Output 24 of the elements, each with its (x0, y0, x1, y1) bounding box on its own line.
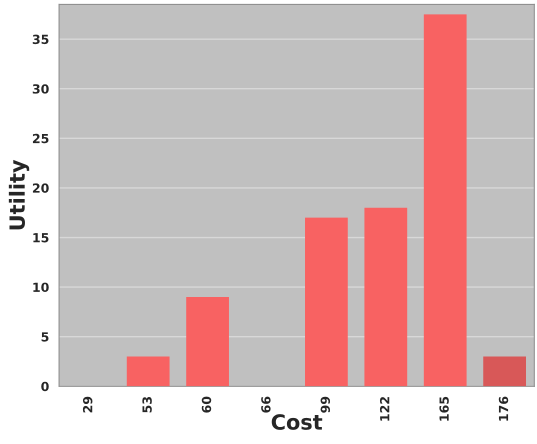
y-tick-label: 20 (32, 183, 49, 193)
x-tick-label: 66 (261, 396, 271, 413)
x-tick-label: 122 (380, 397, 390, 421)
y-tick-label: 5 (42, 332, 48, 342)
y-tick-label: 35 (32, 34, 48, 44)
x-axis-title: Cost (272, 414, 322, 430)
y-tick-label: 0 (41, 382, 49, 392)
bar (305, 218, 348, 386)
bar (364, 208, 408, 386)
x-tick-label: 176 (498, 396, 508, 421)
x-tick-label: 29 (82, 396, 92, 412)
bar (424, 14, 467, 386)
y-tick-label: 15 (33, 233, 48, 242)
bar (483, 356, 526, 386)
y-tick-label: 25 (32, 134, 48, 144)
x-tick-label: 165 (439, 396, 449, 421)
bar (186, 297, 229, 386)
y-tick-label: 30 (32, 84, 49, 94)
y-axis-title: Utility (8, 160, 30, 230)
bar (126, 356, 170, 386)
x-tick-label: 60 (202, 396, 212, 413)
x-tick-label: 53 (142, 396, 152, 412)
y-tick-label: 10 (33, 282, 49, 292)
x-tick-label: 99 (320, 396, 330, 413)
